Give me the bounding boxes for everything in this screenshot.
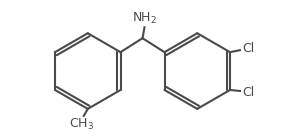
Text: CH$_3$: CH$_3$ — [69, 117, 94, 132]
Text: Cl: Cl — [242, 42, 254, 55]
Text: NH$_2$: NH$_2$ — [132, 11, 157, 26]
Text: Cl: Cl — [242, 86, 254, 99]
